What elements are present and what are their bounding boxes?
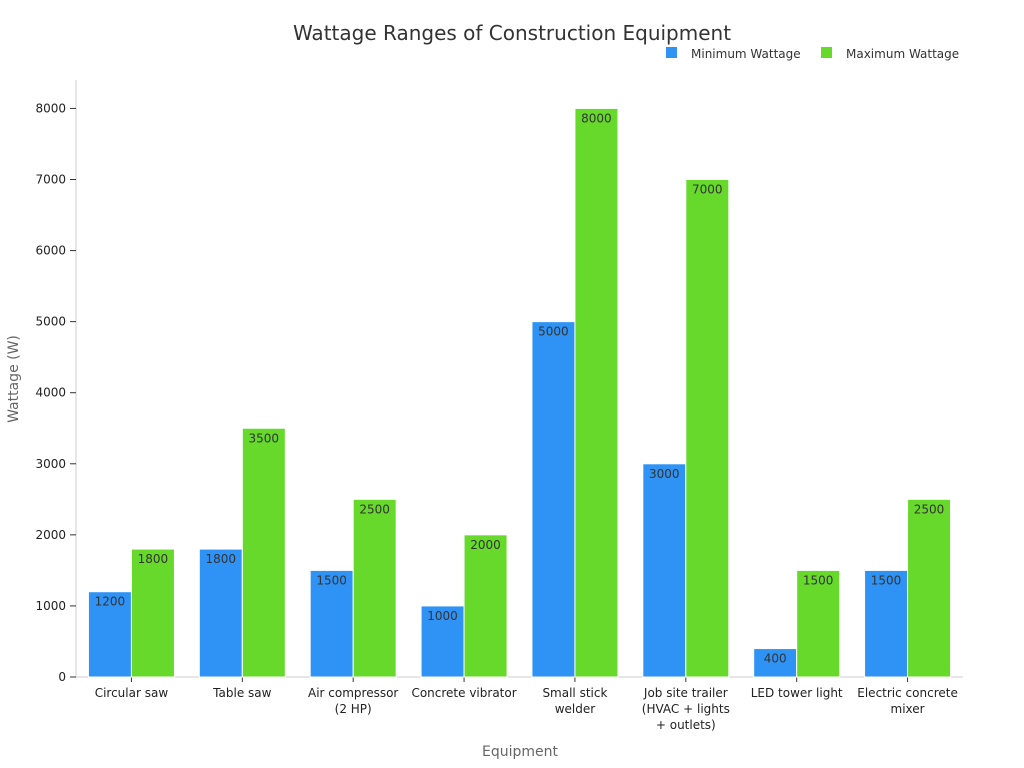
legend-label-max: Maximum Wattage (846, 47, 959, 61)
x-tick-label-line: Electric concrete (857, 686, 958, 700)
max-wattage-data-label: 2000 (470, 538, 501, 552)
y-tick-label: 0 (58, 670, 66, 684)
min-wattage-data-label: 3000 (649, 467, 680, 481)
y-tick-label: 2000 (35, 528, 66, 542)
y-tick-label: 5000 (35, 315, 66, 329)
x-tick-label: LED tower light (751, 686, 843, 700)
max-wattage-data-label: 2500 (359, 502, 390, 516)
bar-labels: 1200 1800 1800 3500 1500 2500 1000 2000 5000 8000… (95, 111, 945, 665)
y-axis-ticks: 0 1000 2000 3000 4000 5000 6000 7000 8000 (35, 101, 76, 684)
max-wattage-bar (574, 107, 619, 678)
x-tick-label-line: welder (555, 702, 596, 716)
y-tick-label: 4000 (35, 386, 66, 400)
max-wattage-data-label: 3500 (249, 431, 280, 445)
max-wattage-data-label: 2500 (914, 502, 945, 516)
x-tick-label-line: Table saw (212, 686, 271, 700)
min-wattage-data-label: 1500 (871, 573, 902, 587)
min-wattage-data-label: 1800 (206, 552, 237, 566)
legend: Minimum Wattage Maximum Wattage (666, 47, 959, 61)
max-wattage-bar (463, 534, 508, 678)
x-axis-label: Equipment (482, 744, 559, 760)
x-tick-label-line: Concrete vibrator (411, 686, 516, 700)
x-tick-label-line: mixer (891, 702, 925, 716)
min-wattage-data-label: 1500 (316, 573, 347, 587)
x-tick-label-line: Air compressor (308, 686, 398, 700)
max-wattage-data-label: 7000 (692, 183, 723, 197)
min-wattage-bar (864, 569, 909, 678)
min-wattage-data-label: 5000 (538, 325, 569, 339)
x-tick-label: Circular saw (95, 686, 169, 700)
min-wattage-bar (642, 463, 687, 678)
x-tick-label-line: + outlets) (656, 718, 716, 732)
x-tick-label-line: Job site trailer (643, 686, 728, 700)
min-wattage-bar (531, 321, 576, 678)
max-wattage-data-label: 1500 (803, 573, 834, 587)
min-wattage-data-label: 1200 (95, 595, 126, 609)
min-wattage-bar (753, 648, 798, 678)
y-tick-label: 6000 (35, 244, 66, 258)
min-wattage-bar (198, 548, 243, 678)
legend-label-min: Minimum Wattage (691, 47, 801, 61)
x-tick-label: Table saw (212, 686, 271, 700)
x-axis-ticks: Circular saw Table saw Air compressor (2 HP… (95, 677, 958, 732)
max-wattage-bar (685, 179, 730, 678)
y-tick-label: 3000 (35, 457, 66, 471)
y-tick-label: 8000 (35, 101, 66, 115)
x-tick-label-line: Small stick (542, 686, 607, 700)
legend-swatch-min (666, 47, 677, 58)
x-tick-label: Job site trailer (HVAC + lights + outlets) (642, 686, 730, 732)
y-tick-label: 1000 (35, 599, 66, 613)
min-wattage-data-label: 1000 (427, 609, 458, 623)
min-wattage-data-label: 400 (764, 652, 787, 666)
bars (87, 107, 952, 678)
legend-swatch-max (821, 47, 832, 58)
x-tick-label: Air compressor (2 HP) (308, 686, 398, 716)
y-tick-label: 7000 (35, 173, 66, 187)
x-tick-label-line: (2 HP) (335, 702, 372, 716)
y-axis-label: Wattage (W) (6, 335, 22, 423)
x-tick-label: Concrete vibrator (411, 686, 516, 700)
x-tick-label-line: LED tower light (751, 686, 843, 700)
max-wattage-bar (241, 427, 286, 678)
min-wattage-bar (87, 591, 132, 678)
max-wattage-bar (907, 498, 952, 678)
max-wattage-bar (130, 548, 175, 678)
x-tick-label-line: (HVAC + lights (642, 702, 730, 716)
max-wattage-bar (796, 569, 841, 678)
max-wattage-bar (352, 498, 397, 678)
max-wattage-data-label: 8000 (581, 111, 612, 125)
min-wattage-bar (309, 569, 354, 678)
x-tick-label: Electric concrete mixer (857, 686, 958, 716)
chart-title: Wattage Ranges of Construction Equipment (293, 21, 731, 45)
x-tick-label-line: Circular saw (95, 686, 169, 700)
max-wattage-data-label: 1800 (138, 552, 169, 566)
min-wattage-bar (420, 605, 465, 678)
x-tick-label: Small stick welder (542, 686, 607, 716)
